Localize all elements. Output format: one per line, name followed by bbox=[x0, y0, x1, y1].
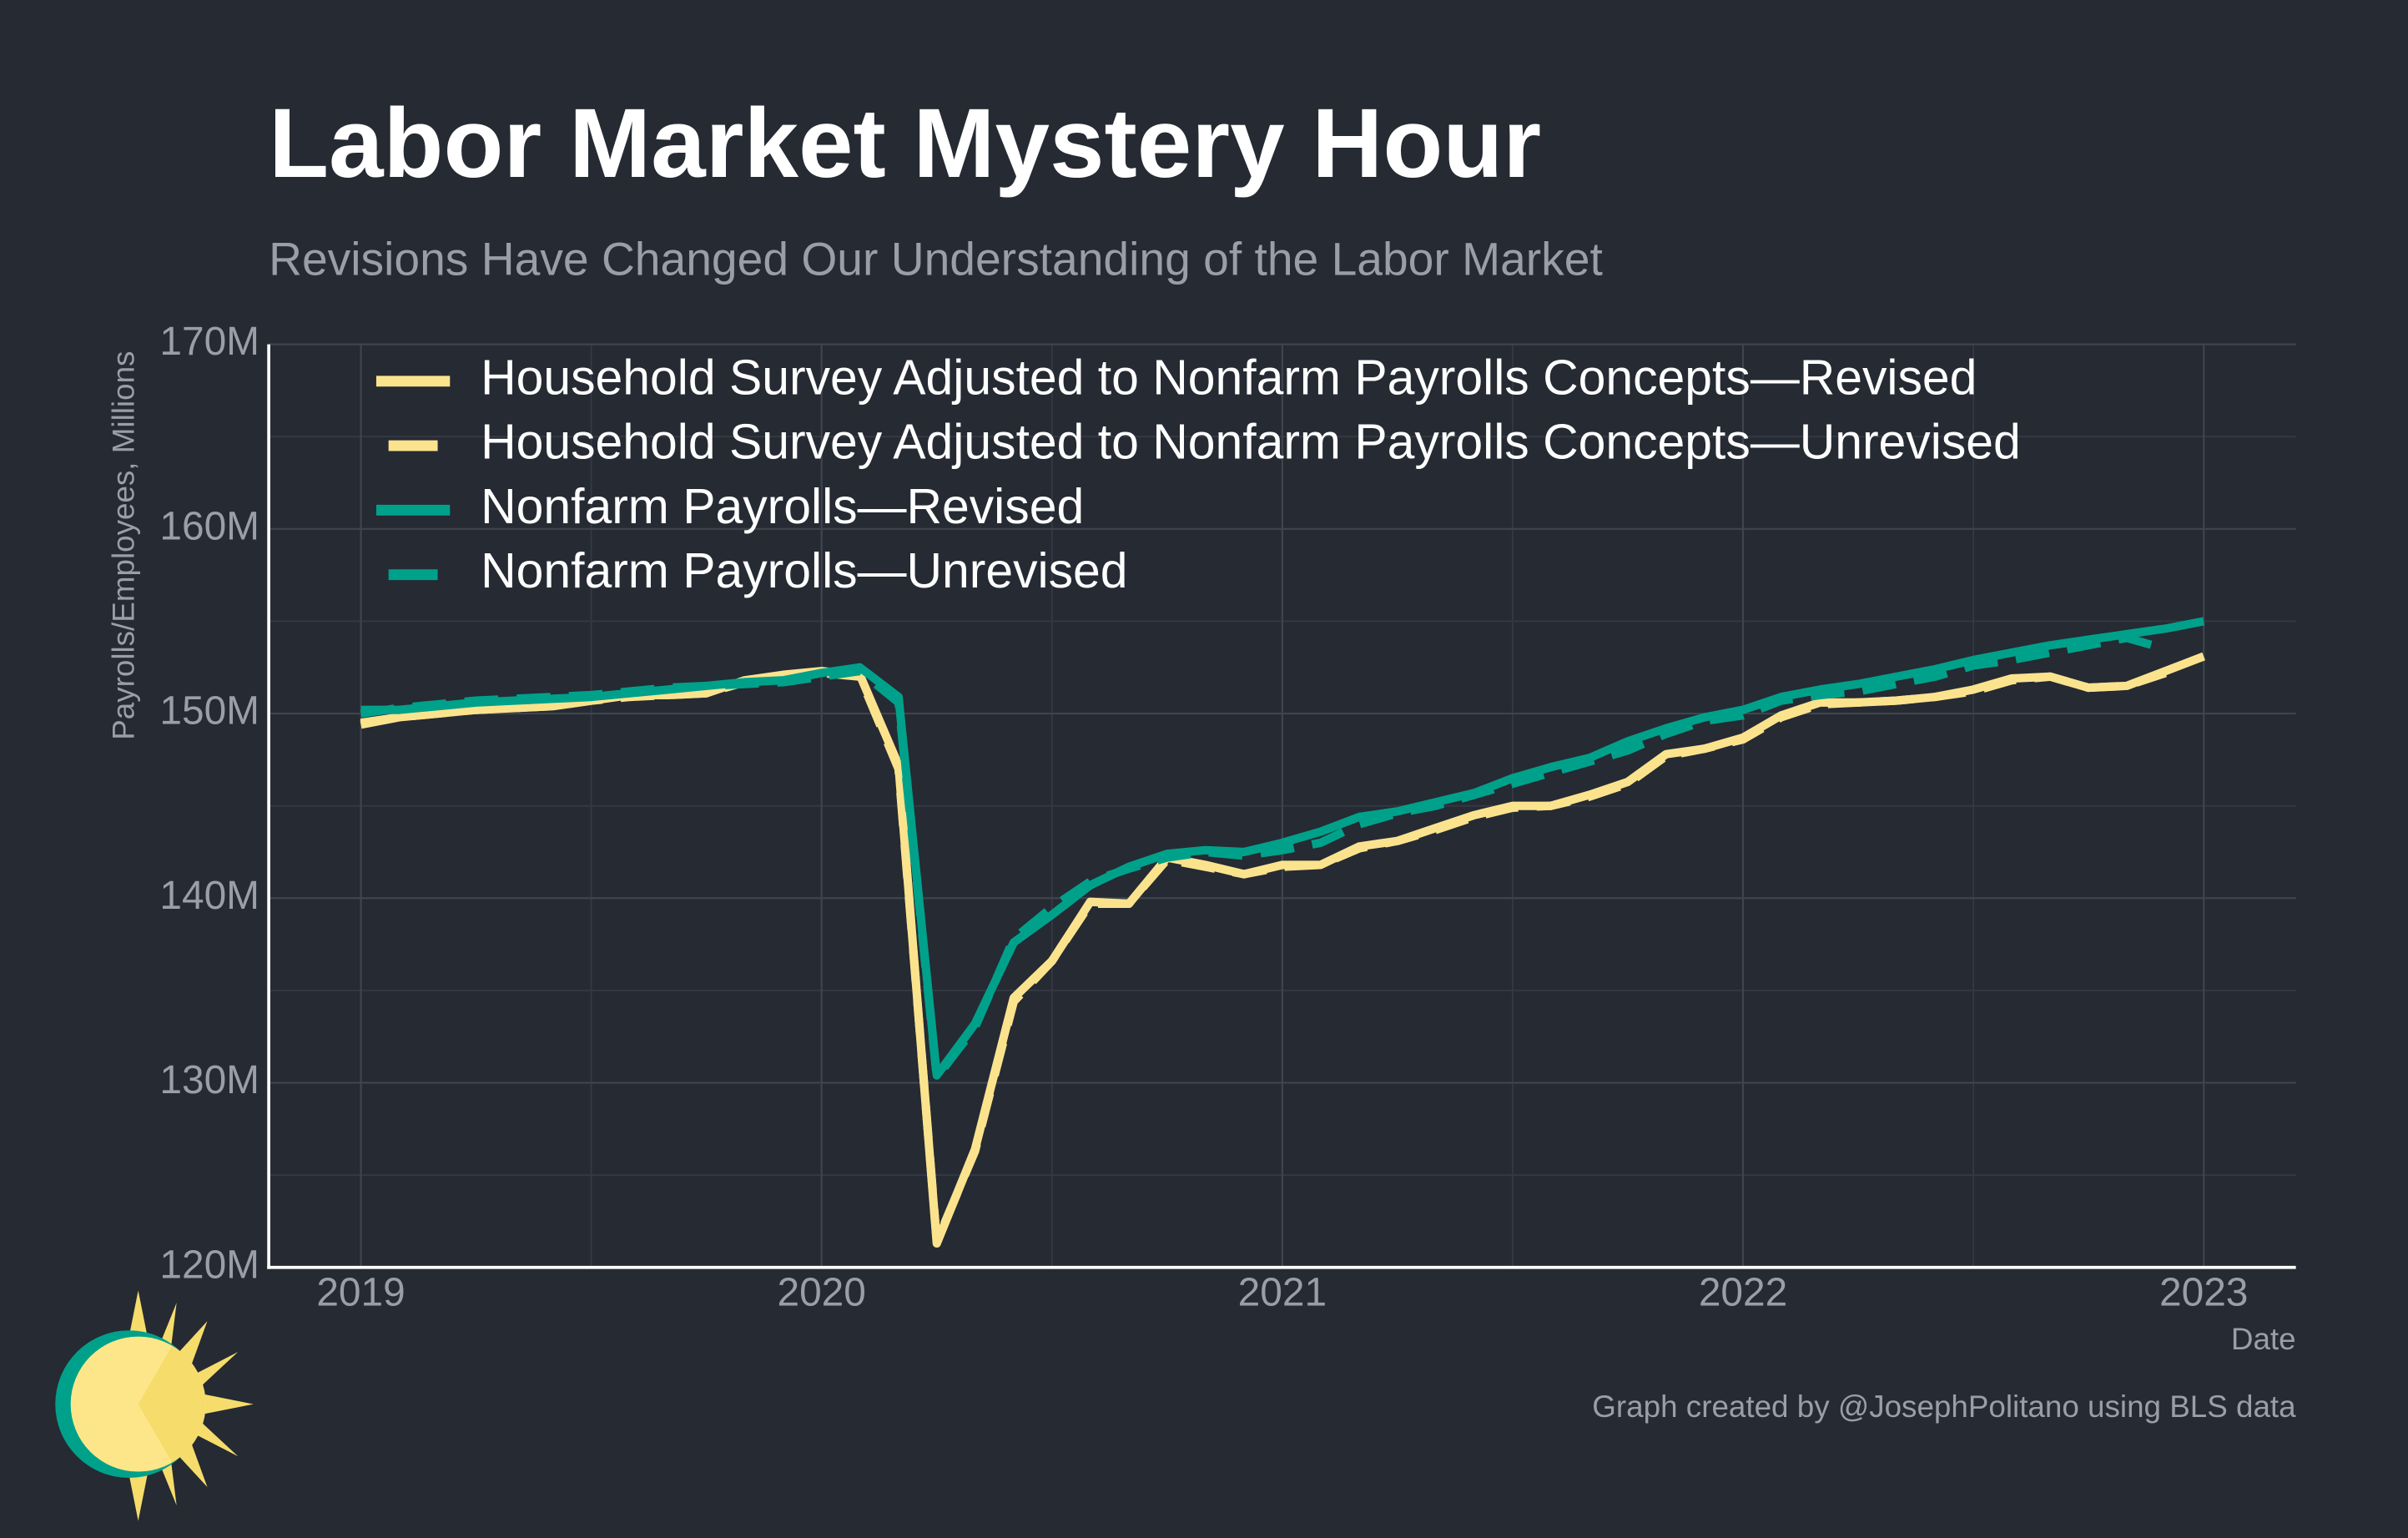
series-line bbox=[360, 617, 2205, 1080]
y-tick-label: 120M bbox=[159, 1243, 259, 1287]
x-axis-label: Date bbox=[2231, 1322, 2296, 1356]
y-tick-label: 140M bbox=[159, 874, 259, 918]
series-line bbox=[360, 633, 2167, 1082]
legend-label: Nonfarm Payrolls—Revised bbox=[481, 480, 1084, 534]
y-tick-label: 160M bbox=[159, 504, 259, 548]
y-tick-label: 150M bbox=[159, 689, 259, 734]
y-tick-label: 170M bbox=[159, 320, 259, 364]
legend-label: Nonfarm Payrolls—Unrevised bbox=[481, 544, 1127, 598]
x-tick-label: 2022 bbox=[1699, 1271, 1787, 1315]
y-tick-label: 130M bbox=[159, 1058, 259, 1102]
chart-title: Labor Market Mystery Hour bbox=[269, 88, 1541, 198]
legend-label: Household Survey Adjusted to Nonfarm Pay… bbox=[481, 350, 1977, 405]
x-tick-label: 2020 bbox=[777, 1271, 865, 1315]
series-line bbox=[360, 668, 2167, 1246]
x-tick-label: 2023 bbox=[2159, 1271, 2248, 1315]
chart-subtitle: Revisions Have Changed Our Understanding… bbox=[269, 234, 1603, 285]
legend-label: Household Survey Adjusted to Nonfarm Pay… bbox=[481, 416, 2021, 470]
caption: Graph created by @JosephPolitano using B… bbox=[1592, 1389, 2296, 1424]
logo bbox=[55, 1290, 254, 1521]
x-tick-label: 2019 bbox=[316, 1271, 405, 1315]
y-axis-label: Payrolls/Employees, Millions bbox=[107, 351, 141, 740]
x-tick-label: 2021 bbox=[1238, 1271, 1327, 1315]
